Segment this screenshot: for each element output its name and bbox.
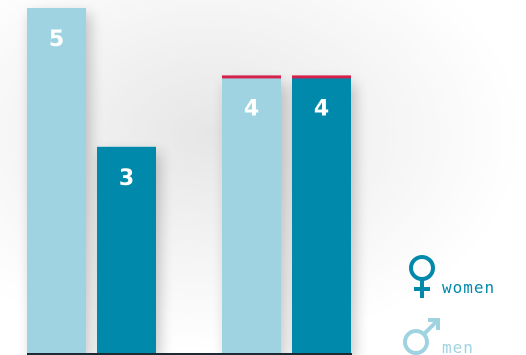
bar-men-1 [97,146,156,355]
data-labels-group: 5 3 4 4 [49,27,329,191]
bars-group [27,8,351,355]
legend-label-men: men [442,338,474,355]
data-label-women-1: 5 [49,27,64,52]
bar-women-2 [222,77,281,355]
legend: women men [403,255,495,355]
legend-item-women: women [409,255,495,298]
bar-highlight-line [292,75,351,79]
bar-women-1 [27,8,86,355]
male-symbol-icon [403,318,440,355]
legend-item-men: men [403,318,474,355]
data-label-men-1: 3 [119,166,134,191]
data-label-women-2: 4 [244,96,259,121]
bar-men-2 [292,77,351,355]
data-label-men-2: 4 [314,96,329,121]
legend-label-women: women [442,278,495,297]
female-symbol-icon [409,255,435,298]
bar-highlight-line [222,75,281,79]
